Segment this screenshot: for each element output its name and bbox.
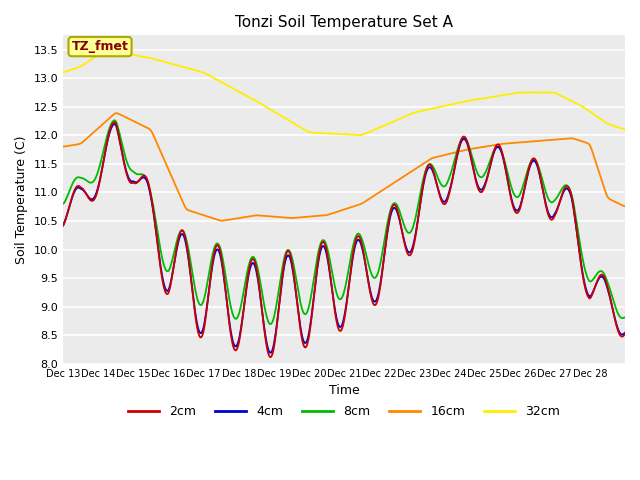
Legend: 2cm, 4cm, 8cm, 16cm, 32cm: 2cm, 4cm, 8cm, 16cm, 32cm (123, 400, 565, 423)
Text: TZ_fmet: TZ_fmet (72, 40, 129, 53)
X-axis label: Time: Time (329, 384, 360, 397)
Y-axis label: Soil Temperature (C): Soil Temperature (C) (15, 135, 28, 264)
Title: Tonzi Soil Temperature Set A: Tonzi Soil Temperature Set A (235, 15, 453, 30)
